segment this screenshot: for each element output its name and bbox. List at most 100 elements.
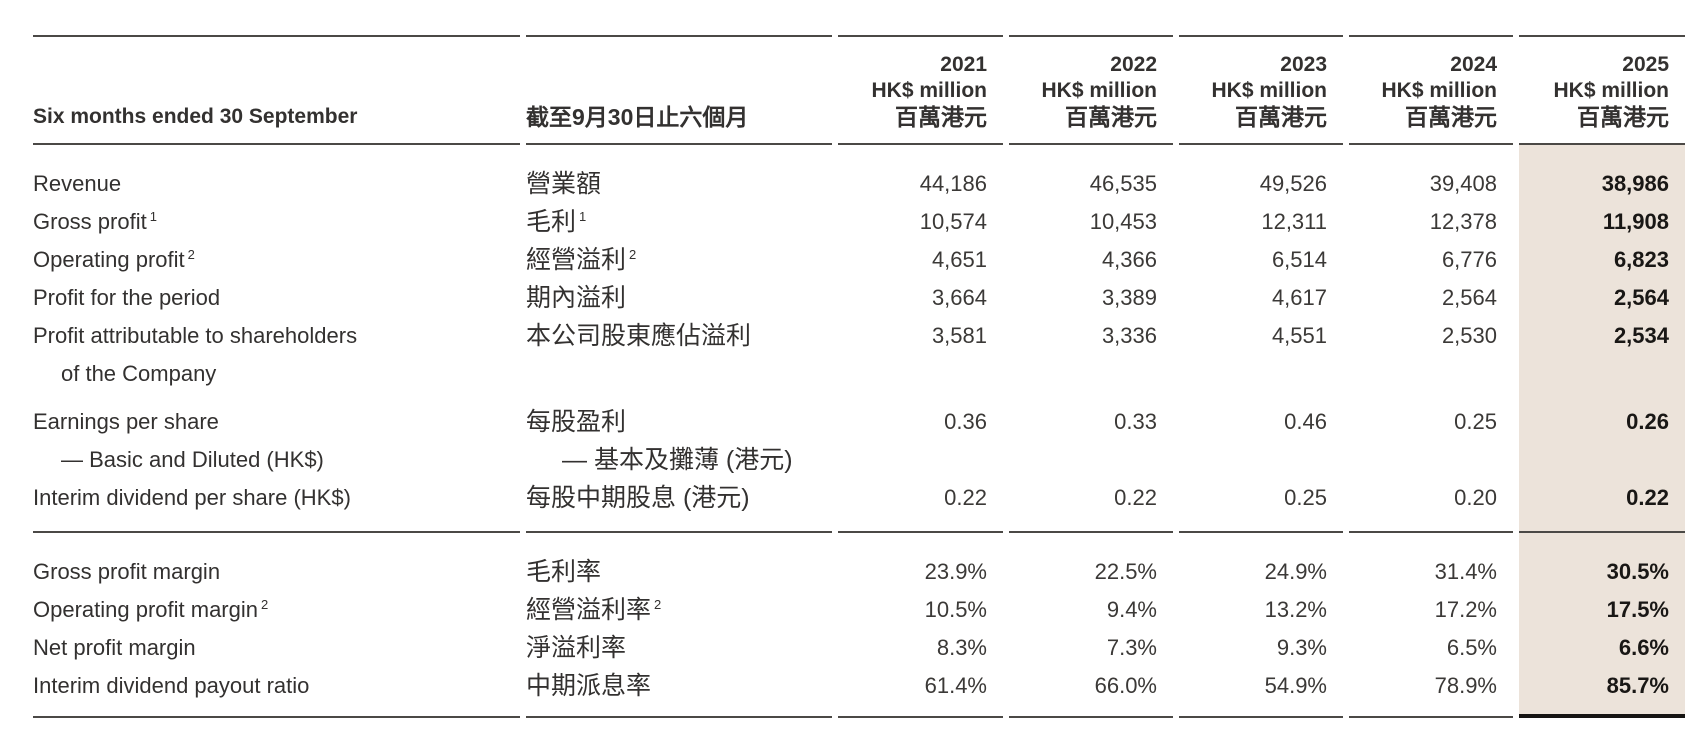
label-text: Net profit margin xyxy=(33,635,196,660)
row-label-en: Net profit margin xyxy=(33,629,520,667)
value-2023: 0.25 xyxy=(1284,485,1327,510)
rule-segment xyxy=(838,531,1003,533)
value-2025: 6.6% xyxy=(1618,635,1669,660)
year-header-2021: 2021 HK$ million 百萬港元 xyxy=(838,52,1003,130)
value-2021: 0.22 xyxy=(944,485,987,510)
table-row: Gross profit 1 毛利 1 10,574 10,453 12,311 12,378… xyxy=(33,203,1685,241)
table-header: Six months ended 30 September 截至9月30日止六個… xyxy=(33,37,1685,143)
label-text: Interim dividend payout ratio xyxy=(33,673,310,698)
value-2022: 9.4% xyxy=(1106,597,1157,622)
value-2025: 6,823 xyxy=(1613,247,1669,272)
value-2023: 4,551 xyxy=(1271,323,1327,348)
rule-segment xyxy=(1179,35,1343,37)
label-text: Profit attributable to shareholders xyxy=(33,323,358,348)
table-section-ratios: Gross profit margin 毛利率 23.9% 22.5% 24.9% 31.… xyxy=(33,533,1685,716)
row-label-line: Profit for the period xyxy=(33,279,520,317)
value-2021: 3,664 xyxy=(931,285,987,310)
rule-segment xyxy=(838,716,1003,718)
value-2022: 22.5% xyxy=(1094,559,1157,584)
row-label-en: Gross profit 1 xyxy=(33,203,520,241)
label-text: 營業額 xyxy=(526,170,602,198)
label-text: 毛利 xyxy=(526,208,577,236)
value-2022: 46,535 xyxy=(1089,171,1157,196)
row-label-line: 每股盈利 xyxy=(526,403,832,441)
value-2023: 54.9% xyxy=(1264,673,1327,698)
row-label-line: 淨溢利率 xyxy=(526,629,832,667)
value-2025: 85.7% xyxy=(1606,673,1669,698)
row-label-line: Gross profit 1 xyxy=(33,203,520,241)
table-row: Operating profit margin 2 經營溢利率 2 10.5% 9.4% 1… xyxy=(33,591,1685,629)
table-row: Net profit margin 淨溢利率 8.3% 7.3% 9.3% 6.5% 6.6… xyxy=(33,629,1685,667)
row-label-line: 期內溢利 xyxy=(526,279,832,317)
value-2025: 17.5% xyxy=(1606,597,1669,622)
unit-label-en: HK$ million xyxy=(1211,79,1327,102)
footnote-ref: 2 xyxy=(187,246,195,262)
value-2023: 13.2% xyxy=(1264,597,1327,622)
row-label-line: 經營溢利 2 xyxy=(526,241,832,279)
row-label-continuation: — Basic and Diluted (HK$) xyxy=(61,447,324,472)
value-2021: 0.36 xyxy=(944,409,987,434)
footnote-ref: 2 xyxy=(261,596,269,612)
row-label-zh: 毛利 1 xyxy=(526,203,832,241)
row-label-line: Interim dividend payout ratio xyxy=(33,667,520,705)
table-row: Operating profit 2 經營溢利 2 4,651 4,366 6,514 6,7… xyxy=(33,241,1685,279)
rule-segment xyxy=(526,143,832,145)
value-2022: 66.0% xyxy=(1094,673,1157,698)
value-2024: 78.9% xyxy=(1434,673,1497,698)
table-row: Profit for the period 期內溢利 3,664 3,389 4,617… xyxy=(33,279,1685,317)
table-row: Interim dividend per share (HK$) 每股中期股息 (… xyxy=(33,479,1685,517)
table-row: Earnings per share — Basic and Diluted (H… xyxy=(33,403,1685,479)
year-header-2022: 2022 HK$ million 百萬港元 xyxy=(1009,52,1173,130)
unit-label-en: HK$ million xyxy=(871,79,987,102)
row-label-line: Operating profit margin 2 xyxy=(33,591,520,629)
table-row: Revenue 營業額 44,186 46,535 49,526 39,408 38,986 xyxy=(33,165,1685,203)
table-rule-header-bottom xyxy=(33,143,1685,145)
value-2021: 44,186 xyxy=(919,171,987,196)
table-row: Gross profit margin 毛利率 23.9% 22.5% 24.9% 31.… xyxy=(33,553,1685,591)
footnote-ref: 1 xyxy=(149,208,157,224)
unit-label-zh: 百萬港元 xyxy=(1235,104,1327,130)
value-2022: 0.33 xyxy=(1114,409,1157,434)
value-2022: 4,366 xyxy=(1101,247,1157,272)
rule-segment xyxy=(1179,716,1343,718)
label-text: 淨溢利率 xyxy=(526,634,627,662)
row-label-en: Gross profit margin xyxy=(33,553,520,591)
unit-label-zh: 百萬港元 xyxy=(1405,104,1497,130)
label-text: Operating profit xyxy=(33,247,185,272)
unit-label-zh: 百萬港元 xyxy=(895,104,987,130)
value-2024: 17.2% xyxy=(1434,597,1497,622)
value-2022: 0.22 xyxy=(1114,485,1157,510)
label-text: Earnings per share xyxy=(33,409,219,434)
value-2021: 23.9% xyxy=(924,559,987,584)
rule-segment xyxy=(1179,143,1343,145)
period-header-en: Six months ended 30 September xyxy=(33,105,358,128)
value-2025: 2,534 xyxy=(1613,323,1669,348)
unit-label-zh: 百萬港元 xyxy=(1065,104,1157,130)
rule-segment xyxy=(1009,531,1173,533)
year-header-2024: 2024 HK$ million 百萬港元 xyxy=(1349,52,1513,130)
rule-segment xyxy=(1009,35,1173,37)
value-2024: 2,530 xyxy=(1441,323,1497,348)
row-label-line: 營業額 xyxy=(526,165,832,203)
value-2025: 0.22 xyxy=(1626,485,1669,510)
unit-label-en: HK$ million xyxy=(1381,79,1497,102)
rule-segment xyxy=(1349,531,1513,533)
row-label-en: Interim dividend per share (HK$) xyxy=(33,479,520,517)
row-label-zh: 中期派息率 xyxy=(526,667,832,705)
label-text: 期內溢利 xyxy=(526,284,627,312)
row-label-continuation: — 基本及攤薄 (港元) xyxy=(562,446,793,474)
rule-segment xyxy=(1349,35,1513,37)
rule-segment xyxy=(33,531,520,533)
year-label: 2023 xyxy=(1280,53,1327,76)
row-label-line: 毛利率 xyxy=(526,553,832,591)
value-2021: 61.4% xyxy=(924,673,987,698)
value-2023: 4,617 xyxy=(1271,285,1327,310)
footnote-ref: 2 xyxy=(654,596,662,612)
year-label: 2022 xyxy=(1110,53,1157,76)
value-2023: 12,311 xyxy=(1261,209,1327,234)
row-label-line: Revenue xyxy=(33,165,520,203)
row-label-zh: 每股盈利 — 基本及攤薄 (港元) xyxy=(526,403,832,479)
label-text: 本公司股東應佔溢利 xyxy=(526,322,752,350)
rule-segment xyxy=(838,143,1003,145)
value-2024: 6.5% xyxy=(1446,635,1497,660)
